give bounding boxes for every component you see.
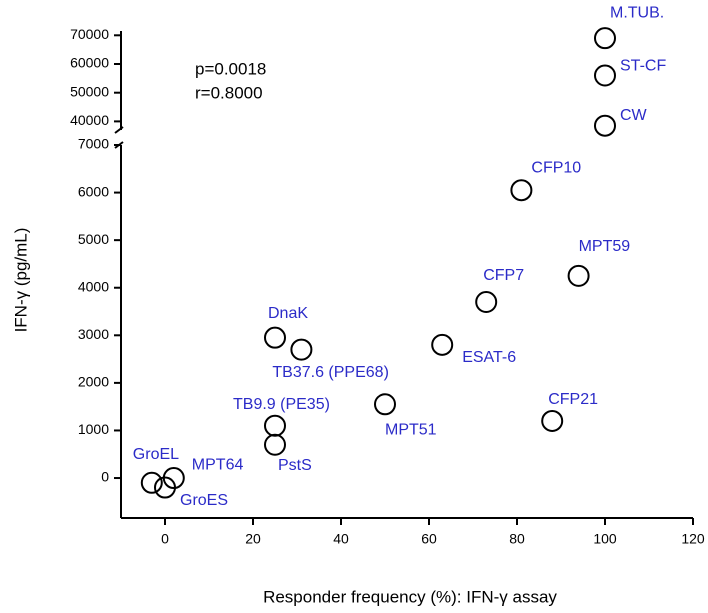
point-label: CFP21 [548,391,598,408]
y-tick-label: 60000 [70,55,109,71]
annotation: p=0.0018 [195,59,266,78]
y-tick-label: 4000 [78,278,109,294]
point-label: M.TUB. [610,4,664,21]
point-label: MPT59 [579,238,631,255]
y-tick-label: 7000 [78,136,109,152]
x-tick-label: 40 [333,531,349,547]
point-label: MPT51 [385,422,437,439]
y-tick-label: 5000 [78,231,109,247]
x-tick-label: 60 [421,531,437,547]
point [594,27,616,50]
x-tick-label: 0 [161,531,169,547]
x-tick-label: 100 [593,531,617,547]
point [541,409,564,432]
point-label: TB37.6 (PPE68) [272,364,389,381]
y-tick-label: 50000 [70,83,109,99]
point [264,433,286,456]
y-tick-label: 2000 [78,374,109,390]
point-label: CW [620,107,648,124]
point [594,64,616,87]
y-tick-label: 3000 [78,326,109,342]
point-label: PstS [278,457,312,474]
point [154,476,176,499]
point-label: ESAT-6 [462,349,516,366]
point [567,264,590,287]
point [594,114,616,137]
y-tick-label: 6000 [78,183,109,199]
annotation: r=0.8000 [195,83,263,102]
point-label: DnaK [268,305,308,322]
y-tick-label: 40000 [70,112,109,128]
point [140,471,163,494]
y-axis-label: IFN-γ (pg/mL) [11,228,30,333]
y-tick-label: 1000 [78,421,109,437]
y-tick-label: 70000 [70,26,109,42]
point-label: CFP7 [483,267,524,284]
x-axis-label: Responder frequency (%): IFN-γ assay [263,587,557,606]
point-label: GroES [180,492,228,509]
point [510,179,533,202]
y-tick-label: 0 [101,469,109,485]
point [374,393,396,416]
point [475,291,498,314]
point-label: GroEL [133,446,179,463]
point [431,333,454,356]
point-label: MPT64 [192,456,244,473]
point [264,326,286,349]
point-label: CFP10 [531,159,581,176]
x-tick-label: 120 [681,531,705,547]
axis-break [114,126,124,134]
point-label: TB9.9 (PE35) [233,396,330,413]
point-label: ST-CF [620,58,666,75]
point [264,414,286,437]
point [290,338,313,361]
x-tick-label: 80 [509,531,525,547]
x-tick-label: 20 [245,531,261,547]
